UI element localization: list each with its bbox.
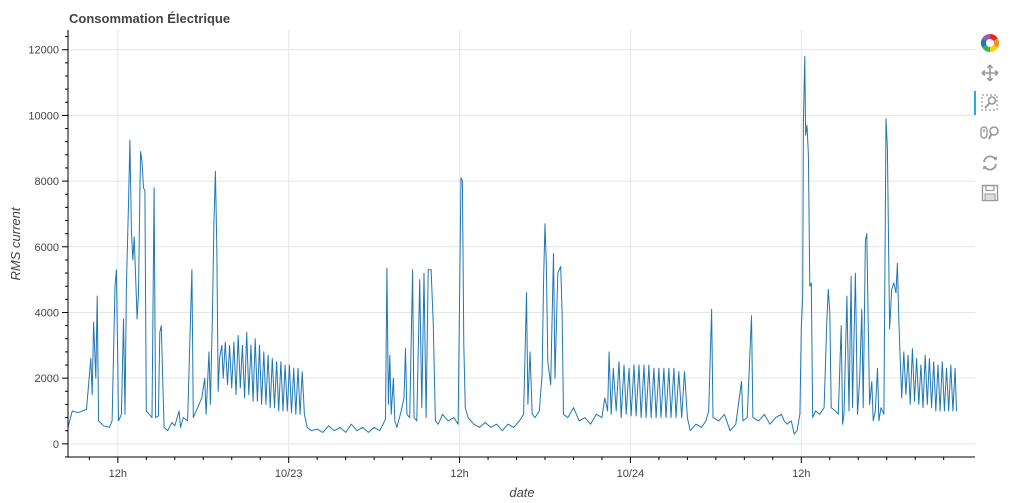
box-zoom-tool-button[interactable]	[974, 88, 1003, 118]
x-tick-label: 10/24	[617, 468, 645, 480]
x-tick-label: 12h	[109, 468, 127, 480]
reset-icon	[983, 155, 997, 171]
wheel-zoom-tool-button[interactable]	[977, 118, 1003, 148]
x-axis-label: date	[509, 485, 534, 500]
y-tick-label: 2000	[35, 373, 59, 385]
chart-toolbar	[974, 28, 1003, 208]
y-tick-label: 8000	[35, 176, 59, 188]
y-tick-label: 4000	[35, 307, 59, 319]
y-tick-label: 10000	[28, 110, 59, 122]
bokeh-logo[interactable]	[977, 28, 1003, 58]
pan-tool-button[interactable]	[977, 58, 1003, 88]
axes	[67, 30, 975, 458]
x-tick-label: 12h	[450, 468, 468, 480]
save-icon	[981, 184, 999, 202]
series-layer	[67, 55, 957, 435]
y-axis-label: RMS current	[8, 206, 23, 280]
x-ticks: 12h 10/23 12h 10/24 12h	[88, 457, 945, 480]
reset-tool-button[interactable]	[977, 148, 1003, 178]
wheel-zoom-icon	[980, 126, 999, 140]
bokeh-logo-icon	[980, 34, 1000, 53]
y-ticks: 0 2000 4000 6000 8000 10000 12000	[28, 36, 68, 458]
y-tick-label: 6000	[35, 242, 59, 254]
save-tool-button[interactable]	[977, 178, 1003, 208]
x-tick-label: 10/23	[275, 468, 303, 480]
box-zoom-icon	[981, 94, 998, 111]
x-tick-label: 12h	[792, 468, 810, 480]
series-line	[67, 55, 957, 435]
pan-icon	[981, 64, 999, 82]
y-tick-label: 0	[53, 439, 59, 451]
chart-title: Consommation Électrique	[69, 11, 230, 26]
y-tick-label: 12000	[28, 45, 59, 57]
